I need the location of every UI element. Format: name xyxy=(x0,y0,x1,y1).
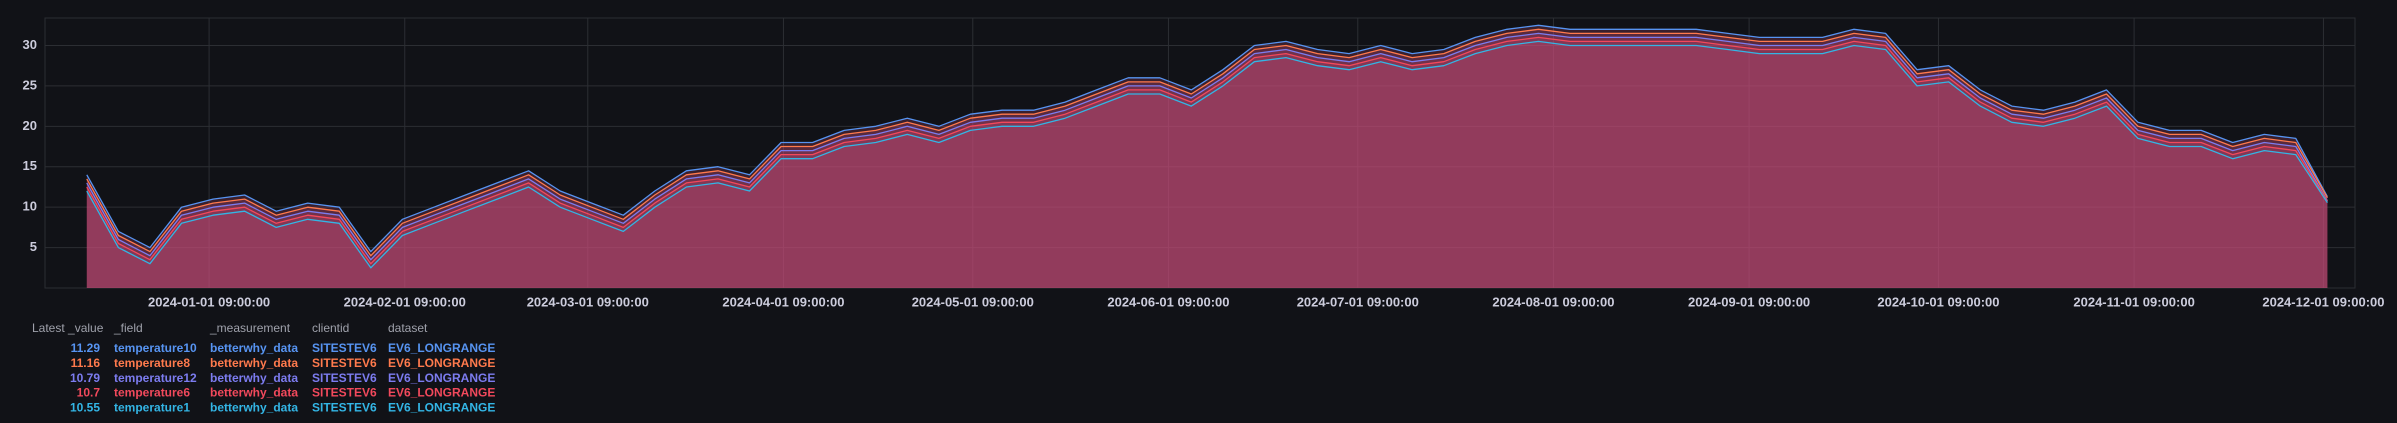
legend-header: dataset xyxy=(388,321,428,335)
series-line xyxy=(86,28,2328,257)
y-tick-label: 15 xyxy=(23,158,37,173)
x-tick-label: 2024-07-01 09:00:00 xyxy=(1297,294,1419,309)
x-tick-label: 2024-06-01 09:00:00 xyxy=(1107,294,1229,309)
x-tick-label: 2024-12-01 09:00:00 xyxy=(2262,294,2384,309)
x-tick-label: 2024-11-01 09:00:00 xyxy=(2073,294,2194,309)
legend-cell: temperature1 xyxy=(114,400,190,414)
series-area xyxy=(86,25,2328,289)
x-tick-label: 2024-01-01 09:00:00 xyxy=(148,294,270,309)
series-line xyxy=(86,24,2328,253)
series-area xyxy=(86,33,2328,289)
legend-cell: temperature6 xyxy=(114,386,190,400)
legend-cell: temperature8 xyxy=(114,356,190,370)
legend-cell: EV6_LONGRANGE xyxy=(388,400,495,414)
legend-cell: EV6_LONGRANGE xyxy=(388,386,495,400)
legend-cell: temperature10 xyxy=(114,341,197,355)
legend-cell: EV6_LONGRANGE xyxy=(388,356,495,370)
y-tick-label: 5 xyxy=(30,239,37,254)
legend-cell: betterwhy_data xyxy=(210,400,298,414)
x-tick-label: 2024-04-01 09:00:00 xyxy=(722,294,844,309)
legend-cell: 11.29 xyxy=(71,341,101,355)
legend-header: Latest _value xyxy=(32,321,104,335)
legend-cell: EV6_LONGRANGE xyxy=(388,371,495,385)
legend-cell: EV6_LONGRANGE xyxy=(388,341,495,355)
legend-cell: 10.55 xyxy=(70,400,100,414)
x-tick-label: 2024-08-01 09:00:00 xyxy=(1492,294,1614,309)
x-tick-label: 2024-09-01 09:00:00 xyxy=(1688,294,1810,309)
legend-cell: 11.16 xyxy=(71,356,101,370)
x-tick-label: 2024-03-01 09:00:00 xyxy=(527,294,649,309)
legend-header: _field xyxy=(113,321,143,335)
y-tick-label: 30 xyxy=(23,37,37,52)
legend-cell: betterwhy_data xyxy=(210,356,298,370)
series-area xyxy=(86,37,2328,289)
y-tick-label: 10 xyxy=(23,199,37,214)
legend-cell: SITESTEV6 xyxy=(312,400,377,414)
legend-cell: betterwhy_data xyxy=(210,386,298,400)
plot-frame xyxy=(44,17,2356,289)
y-tick-label: 20 xyxy=(23,118,37,133)
legend-cell: SITESTEV6 xyxy=(312,386,377,400)
legend-cell: 10.79 xyxy=(70,371,100,385)
series-group xyxy=(86,24,2328,289)
x-tick-label: 2024-05-01 09:00:00 xyxy=(912,294,1034,309)
series-area xyxy=(86,29,2328,289)
legend-cell: 10.7 xyxy=(77,386,101,400)
legend-cell: SITESTEV6 xyxy=(312,341,377,355)
series-line xyxy=(86,40,2328,269)
series-line xyxy=(86,32,2328,261)
series-line xyxy=(86,36,2328,265)
legend-cell: betterwhy_data xyxy=(210,371,298,385)
y-tick-label: 25 xyxy=(23,77,37,92)
legend-header: clientid xyxy=(312,321,349,335)
legend-cell: temperature12 xyxy=(114,371,197,385)
legend-cell: betterwhy_data xyxy=(210,341,298,355)
legend-cell: SITESTEV6 xyxy=(312,371,377,385)
x-tick-label: 2024-10-01 09:00:00 xyxy=(1877,294,1999,309)
legend-header: _measurement xyxy=(209,321,291,335)
x-tick-label: 2024-02-01 09:00:00 xyxy=(344,294,466,309)
legend-cell: SITESTEV6 xyxy=(312,356,377,370)
series-area xyxy=(86,41,2328,289)
